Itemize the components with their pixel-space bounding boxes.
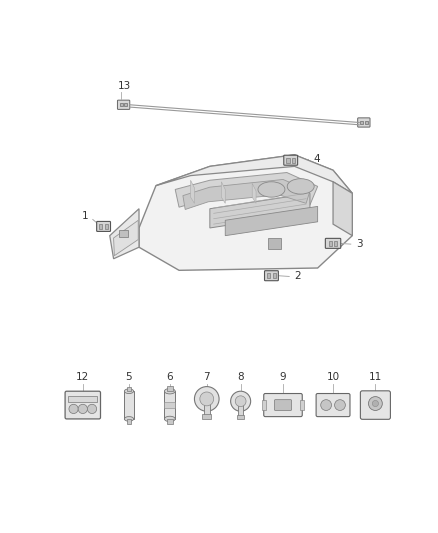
- Text: 8: 8: [237, 372, 244, 382]
- Circle shape: [88, 405, 97, 414]
- Bar: [238, 400, 244, 416]
- Polygon shape: [183, 180, 310, 209]
- Bar: [119, 230, 128, 237]
- Polygon shape: [333, 182, 352, 236]
- Circle shape: [372, 400, 378, 407]
- Bar: [127, 386, 131, 391]
- Polygon shape: [156, 155, 352, 193]
- Ellipse shape: [258, 182, 285, 197]
- FancyBboxPatch shape: [284, 155, 298, 165]
- Circle shape: [335, 400, 346, 410]
- Bar: [267, 273, 270, 278]
- Bar: [167, 419, 173, 424]
- Polygon shape: [252, 183, 256, 203]
- Bar: [167, 386, 173, 391]
- Text: 2: 2: [294, 271, 301, 281]
- Bar: [68, 396, 97, 402]
- Circle shape: [368, 397, 382, 410]
- FancyBboxPatch shape: [316, 393, 350, 417]
- Circle shape: [78, 405, 88, 414]
- Bar: [286, 158, 290, 163]
- FancyBboxPatch shape: [360, 391, 390, 419]
- Bar: [262, 400, 266, 410]
- Ellipse shape: [287, 179, 314, 194]
- Bar: [268, 238, 282, 249]
- Bar: [164, 402, 175, 408]
- Text: 12: 12: [76, 372, 89, 382]
- Polygon shape: [113, 220, 138, 256]
- Polygon shape: [139, 155, 352, 270]
- Bar: [334, 241, 337, 246]
- Text: 9: 9: [280, 372, 286, 382]
- FancyBboxPatch shape: [358, 118, 370, 127]
- Bar: [120, 103, 123, 106]
- Bar: [105, 224, 108, 229]
- Text: 10: 10: [326, 372, 339, 382]
- Circle shape: [200, 392, 214, 406]
- Ellipse shape: [164, 416, 175, 422]
- Bar: [204, 398, 210, 416]
- FancyBboxPatch shape: [325, 238, 341, 248]
- Ellipse shape: [164, 389, 175, 394]
- Circle shape: [321, 400, 332, 410]
- Ellipse shape: [124, 389, 134, 393]
- Text: 5: 5: [126, 372, 132, 382]
- Circle shape: [194, 386, 219, 411]
- Ellipse shape: [124, 417, 134, 421]
- Circle shape: [69, 405, 78, 414]
- Text: 6: 6: [166, 372, 173, 382]
- Text: 3: 3: [356, 239, 363, 249]
- FancyBboxPatch shape: [265, 271, 279, 281]
- Polygon shape: [110, 209, 139, 259]
- FancyBboxPatch shape: [275, 400, 291, 410]
- Circle shape: [235, 396, 246, 407]
- Text: 13: 13: [117, 81, 131, 91]
- FancyBboxPatch shape: [264, 393, 302, 417]
- Bar: [202, 414, 212, 419]
- Polygon shape: [221, 182, 225, 203]
- Text: 7: 7: [204, 372, 210, 382]
- Bar: [164, 391, 175, 419]
- Polygon shape: [210, 193, 310, 228]
- Bar: [300, 400, 304, 410]
- Bar: [124, 391, 134, 419]
- FancyBboxPatch shape: [117, 100, 130, 109]
- Circle shape: [231, 391, 251, 411]
- Bar: [272, 273, 276, 278]
- Bar: [237, 415, 244, 419]
- Text: 11: 11: [369, 372, 382, 382]
- Bar: [292, 158, 295, 163]
- Bar: [329, 241, 332, 246]
- FancyBboxPatch shape: [65, 391, 100, 419]
- Bar: [364, 121, 367, 124]
- Text: 4: 4: [314, 154, 321, 164]
- Polygon shape: [175, 173, 318, 207]
- Bar: [127, 419, 131, 424]
- Bar: [124, 103, 127, 106]
- Text: 1: 1: [82, 212, 88, 221]
- Polygon shape: [225, 206, 318, 236]
- FancyBboxPatch shape: [97, 221, 110, 231]
- Bar: [360, 121, 363, 124]
- Bar: [99, 224, 102, 229]
- Polygon shape: [191, 180, 194, 203]
